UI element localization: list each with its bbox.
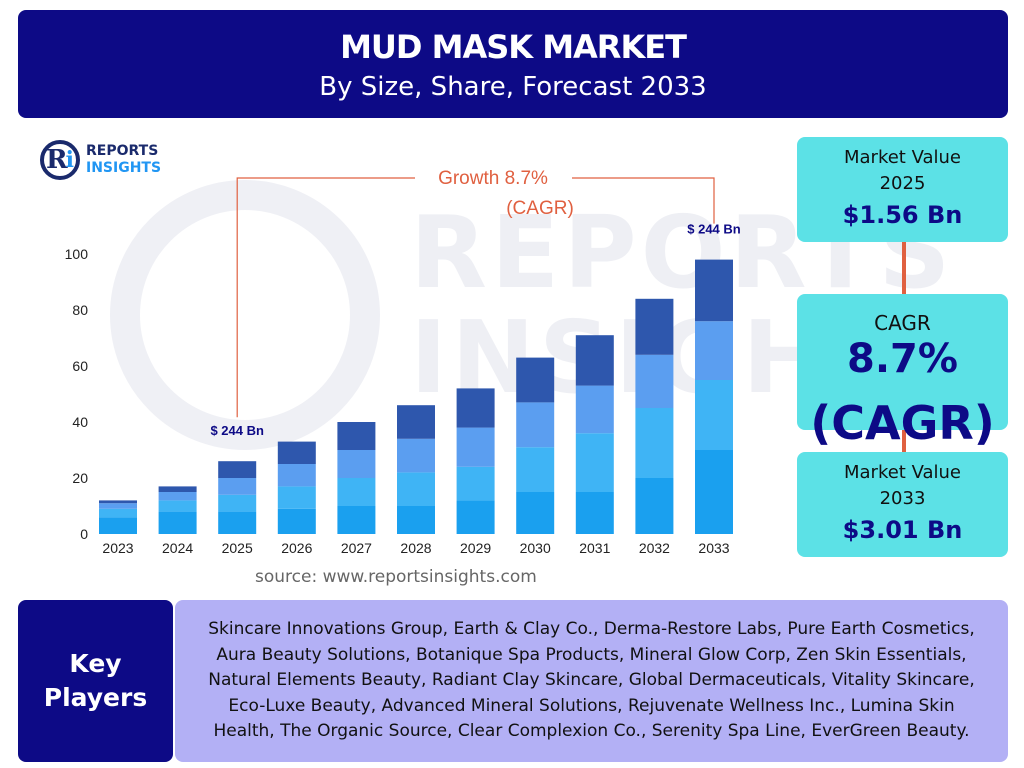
bar-segment (277, 441, 316, 464)
bar-segment (516, 447, 555, 492)
y-tick-label: 0 (80, 526, 88, 542)
bar-segment (277, 464, 316, 487)
market-value-2025-card: Market Value 2025 $1.56 Bn (797, 137, 1008, 242)
bar-segment (695, 380, 733, 450)
bar-segment (218, 494, 257, 512)
key-players-line: Eco-Luxe Beauty, Advanced Mineral Soluti… (228, 695, 955, 716)
bar-segment (695, 321, 733, 380)
x-tick-label: 2030 (520, 540, 551, 556)
connector-line (902, 242, 906, 294)
bar-segment (516, 357, 555, 403)
bar-segment (337, 450, 376, 478)
card-value: 8.7% (847, 336, 958, 382)
x-tick-label: 2031 (579, 540, 610, 556)
x-tick-label: 2026 (281, 540, 312, 556)
card-value: $1.56 Bn (842, 201, 963, 229)
card-label: CAGR (874, 311, 931, 335)
bar-segment (635, 354, 674, 408)
page-title: MUD MASK MARKET (340, 28, 687, 66)
bar-segment (397, 438, 435, 473)
bar-segment (158, 511, 197, 534)
x-tick-label: 2027 (341, 540, 372, 556)
bar-segment (456, 466, 495, 501)
bar-segment (635, 298, 674, 355)
bar-segment (158, 500, 197, 512)
bar-segment (575, 335, 614, 386)
key-players-list: Skincare Innovations Group, Earth & Clay… (175, 600, 1008, 762)
x-tick-label: 2023 (102, 540, 133, 556)
bar-segment (397, 506, 435, 534)
bar-segment (158, 492, 197, 501)
bar-segment (456, 500, 495, 534)
key-players-label: Key Players (18, 600, 173, 762)
bar-segment (99, 503, 137, 509)
x-tick-label: 2024 (162, 540, 193, 556)
growth-line (572, 177, 715, 224)
x-tick-label: 2029 (460, 540, 491, 556)
y-tick-label: 60 (72, 358, 88, 374)
connector-line (902, 430, 906, 452)
bar-segment (337, 506, 376, 534)
y-tick-label: 100 (65, 246, 89, 262)
logo-text: REPORTS INSIGHTS (86, 143, 162, 176)
header-banner: MUD MASK MARKET By Size, Share, Forecast… (18, 10, 1008, 118)
y-tick-label: 40 (72, 414, 88, 430)
x-tick-label: 2025 (222, 540, 253, 556)
growth-line (236, 177, 415, 418)
bar-segment (635, 478, 674, 534)
bar-segment (397, 405, 435, 439)
bar-segment (337, 422, 376, 450)
bar-segment (218, 511, 257, 534)
data-label: $ 244 Bn (210, 423, 264, 438)
cagr-card: CAGR 8.7% (797, 294, 1008, 430)
bar-segment (695, 450, 733, 534)
x-tick-label: 2032 (639, 540, 670, 556)
card-value: $3.01 Bn (842, 516, 963, 544)
market-value-2033-card: Market Value 2033 $3.01 Bn (797, 452, 1008, 557)
y-tick-label: 80 (72, 302, 88, 318)
bar-segment (158, 486, 197, 492)
bar-segment (516, 402, 555, 448)
bar-segment (397, 472, 435, 506)
card-label: Market Value 2033 (843, 462, 962, 509)
bar-segment (575, 433, 614, 492)
growth-label: Growth 8.7% (438, 168, 548, 189)
key-players-line: Health, The Organic Source, Clear Comple… (213, 721, 970, 741)
key-players-line: Skincare Innovations Group, Earth & Clay… (208, 619, 975, 639)
growth-label: (CAGR) (506, 198, 574, 219)
bar-segment (337, 478, 376, 506)
data-label: $ 244 Bn (687, 222, 741, 237)
page-subtitle: By Size, Share, Forecast 2033 (319, 72, 707, 102)
bar-segment (218, 461, 257, 478)
bar-segment (277, 486, 316, 509)
y-tick-label: 20 (72, 470, 88, 486)
bar-segment (456, 427, 495, 467)
bar-segment (516, 492, 555, 534)
key-players-line: Natural Elements Beauty, Radiant Clay Sk… (208, 670, 975, 690)
bar-segment (99, 500, 137, 504)
bar-segment (635, 408, 674, 478)
bar-segment (277, 508, 316, 534)
bar-segment (99, 517, 137, 534)
bar-segment (575, 385, 614, 434)
card-label: Market Value 2025 (843, 147, 962, 194)
bar-segment (456, 388, 495, 428)
bar-chart: 0 20 40 60 80 100 2023 2024 2025 2026 2027 2028 2029… (65, 168, 741, 556)
source-note: source: www.reportsinsights.com (255, 567, 537, 587)
key-players-line: Aura Beauty Solutions, Botanique Spa Pro… (216, 644, 967, 665)
bar-segment (575, 492, 614, 534)
bar-segment (99, 508, 137, 518)
bar-segment (218, 478, 257, 495)
bar-segment (695, 259, 733, 322)
x-tick-label: 2028 (400, 540, 431, 556)
cagr-subtitle: (CAGR) (810, 396, 995, 450)
x-tick-label: 2033 (698, 540, 729, 556)
